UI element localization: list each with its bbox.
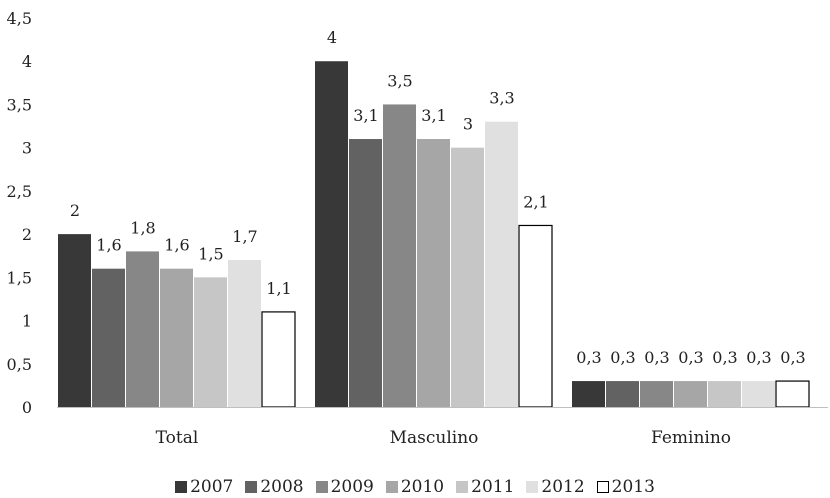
data-label: 3,1 bbox=[353, 106, 378, 125]
legend-label: 2007 bbox=[190, 477, 234, 497]
legend-label: 2008 bbox=[260, 477, 304, 497]
bar-2007-feminino bbox=[572, 381, 605, 407]
data-label: 4 bbox=[327, 28, 337, 47]
legend-swatch bbox=[315, 481, 328, 493]
bar-2012-feminino bbox=[742, 381, 775, 407]
legend-item-2013: 2013 bbox=[596, 477, 655, 497]
data-label: 0,3 bbox=[746, 348, 771, 367]
bar-2007-masculino bbox=[315, 61, 348, 407]
data-label: 0,3 bbox=[610, 348, 635, 367]
bar-2012-masculino bbox=[485, 121, 518, 407]
legend-item-2008: 2008 bbox=[245, 477, 304, 497]
bar-2007-total bbox=[58, 234, 91, 407]
category-label: Total bbox=[156, 428, 199, 448]
legend-label: 2013 bbox=[611, 477, 655, 497]
y-axis-ticks: 0 0,5 1 1,5 2 2,5 3 3,5 4 4,5 bbox=[7, 9, 32, 417]
data-label: 2,1 bbox=[523, 192, 548, 211]
y-tick-label: 1,5 bbox=[7, 268, 32, 287]
y-tick-label: 0,5 bbox=[7, 355, 32, 374]
bar-2011-feminino bbox=[708, 381, 741, 407]
data-label: 1,6 bbox=[96, 236, 121, 255]
legend-item-2009: 2009 bbox=[315, 477, 374, 497]
y-tick-label: 4,5 bbox=[7, 9, 32, 28]
bar-2012-total bbox=[228, 260, 261, 407]
data-label: 3,1 bbox=[421, 106, 446, 125]
data-label: 1,5 bbox=[198, 244, 223, 263]
y-tick-label: 4 bbox=[22, 52, 32, 71]
data-label: 3 bbox=[463, 115, 473, 134]
y-tick-label: 2 bbox=[22, 225, 32, 244]
bar-2010-total bbox=[160, 268, 193, 407]
bar-2010-feminino bbox=[674, 381, 707, 407]
data-labels: 2 1,6 1,8 1,6 1,5 1,7 1,1 4 3,1 3,5 3,1 3 3,3 2,1 0,3 0… bbox=[70, 28, 806, 367]
bar-2009-masculino bbox=[383, 104, 416, 407]
legend-swatch bbox=[596, 481, 609, 493]
data-label: 1,6 bbox=[164, 236, 189, 255]
legend-swatch bbox=[385, 481, 398, 493]
bar-2010-masculino bbox=[417, 139, 450, 407]
y-tick-label: 1 bbox=[22, 312, 32, 331]
legend-swatch bbox=[245, 481, 258, 493]
bar-2009-feminino bbox=[640, 381, 673, 407]
legend-swatch bbox=[526, 481, 539, 493]
bar-chart: 0 0,5 1 1,5 2 2,5 3 3,5 4 4,5 2 1,6 1,8 1,6 1,5 1,7 1,1… bbox=[7, 9, 828, 448]
y-tick-label: 3,5 bbox=[7, 95, 32, 114]
data-label: 2 bbox=[70, 201, 80, 220]
bar-2013-total bbox=[261, 311, 296, 408]
data-label: 3,5 bbox=[387, 71, 412, 90]
data-label: 3,3 bbox=[489, 89, 514, 108]
bar-2011-masculino bbox=[451, 147, 484, 407]
y-tick-label: 0 bbox=[22, 398, 32, 417]
data-label: 1,7 bbox=[232, 227, 257, 246]
data-label: 0,3 bbox=[644, 348, 669, 367]
data-label: 0,3 bbox=[678, 348, 703, 367]
data-label: 0,3 bbox=[576, 348, 601, 367]
legend-swatch bbox=[175, 481, 188, 493]
legend-item-2010: 2010 bbox=[385, 477, 445, 497]
y-tick-label: 3 bbox=[22, 139, 32, 158]
data-label: 0,3 bbox=[780, 348, 805, 367]
bar-2009-total bbox=[126, 251, 159, 407]
legend-label: 2011 bbox=[471, 477, 515, 497]
legend-label: 2012 bbox=[541, 477, 585, 497]
bars bbox=[58, 61, 810, 408]
bar-2008-masculino bbox=[349, 139, 382, 407]
category-label: Feminino bbox=[651, 428, 731, 448]
category-label: Masculino bbox=[390, 428, 479, 448]
data-label: 1,1 bbox=[266, 279, 291, 298]
legend-item-2012: 2012 bbox=[526, 477, 585, 497]
bar-2008-feminino bbox=[606, 381, 639, 407]
legend-item-2011: 2011 bbox=[456, 477, 514, 497]
data-label: 1,8 bbox=[130, 218, 155, 237]
legend: 2007 2008 2009 2010 2011 2012 2013 bbox=[0, 476, 830, 498]
bar-2011-total bbox=[194, 277, 227, 407]
legend-label: 2010 bbox=[400, 477, 445, 497]
y-tick-label: 2,5 bbox=[7, 182, 32, 201]
bar-2013-feminino bbox=[775, 380, 810, 408]
data-label: 0,3 bbox=[712, 348, 737, 367]
legend-swatch bbox=[456, 481, 469, 493]
bar-2013-masculino bbox=[518, 224, 553, 408]
bar-2008-total bbox=[92, 268, 125, 407]
legend-label: 2009 bbox=[330, 477, 374, 497]
legend-item-2007: 2007 bbox=[175, 477, 233, 497]
category-labels: Total Masculino Feminino bbox=[156, 428, 731, 448]
